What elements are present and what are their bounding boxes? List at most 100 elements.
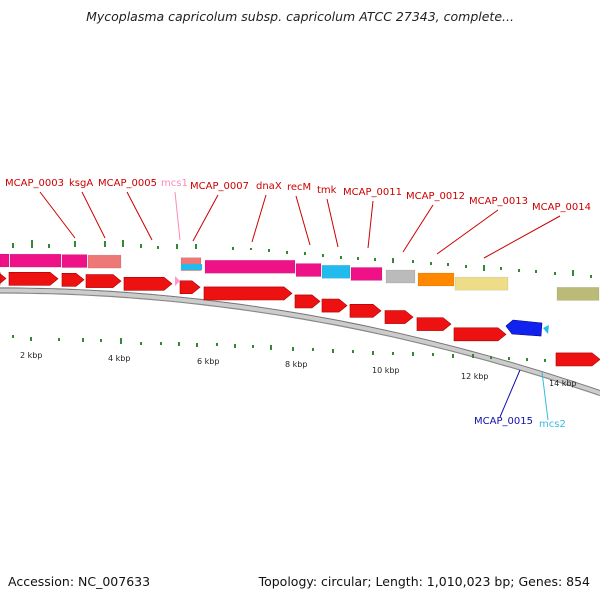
gc-tick-bottom [216,343,218,346]
cds-forward-arrow [321,298,348,313]
cds-forward-arrow [8,271,59,286]
cds-forward-arrow [294,294,321,309]
gc-tick-top [157,246,159,249]
gc-tick-top [465,265,467,268]
gc-tick-top [483,265,485,271]
gc-tick-top [140,244,142,248]
gc-tick-bottom [292,347,294,351]
gene-label-leader [39,191,76,239]
feature-tracks [0,253,600,367]
gc-tick-top [31,240,33,248]
gc-tick-top [232,247,234,250]
gene-class-block [9,253,62,268]
gene-label-leader [436,209,499,255]
gc-tick-top [412,260,414,263]
gene-label-leader [367,200,374,249]
gene-labels: MCAP_0003 ksgA MCAP_0005 mcs1 MCAP_0007 dnaX r… [5,178,591,430]
gc-tick-bottom [490,356,492,359]
gene-class-block [350,267,383,281]
gene-class-block [0,253,10,268]
gene-class-block [417,272,455,287]
gene-class-block [61,254,88,268]
cds-forward-arrow [384,310,414,324]
gene-label: dnaX [256,181,282,192]
gc-tick-bottom [332,349,334,353]
gene-class-block [295,263,322,277]
gc-tick-bottom [544,359,546,362]
backbone-line-outer [0,287,600,392]
gc-tick-top [572,270,574,276]
gene-label: tmk [317,185,337,196]
gc-tick-bottom [160,342,162,345]
gc-tick-top [357,257,359,260]
gc-tick-bottom [252,345,254,348]
scale-label: 12 kbp [461,372,489,381]
gc-tick-top [304,252,306,255]
gc-tick-bottom [234,344,236,348]
gc-tick-top [535,270,537,273]
gene-label-leader [483,215,561,259]
misc-feature-marker [175,276,180,286]
gene-class-block [321,265,351,279]
gc-tick-top [500,267,502,270]
gene-label: MCAP_0015 [474,416,533,427]
gc-tick-bottom [392,352,394,355]
gc-tick-top [374,258,376,261]
gene-label-leader [192,194,219,242]
gc-tick-bottom [452,354,454,358]
cds-forward-arrow [349,304,382,318]
gc-tick-top [122,240,124,247]
gene-label-leader [499,369,521,418]
scale-labels: 2 kbp 4 kbp 6 kbp 8 kbp 10 kbp 12 kbp 14 kbp [20,351,577,388]
scale-label: 8 kbp [285,360,307,369]
gene-label: MCAP_0012 [406,191,465,202]
gc-tick-top [518,269,520,272]
accession-text: Accession: NC_007633 [8,574,151,589]
scale-label: 10 kbp [372,366,400,375]
gc-tick-top [268,249,270,252]
gene-label-leader [251,194,267,243]
gene-label-leader [174,191,181,241]
cds-forward-arrow [179,280,201,295]
gc-tick-top [104,241,106,247]
gc-tick-bottom [178,342,180,346]
gc-tick-bottom [472,354,474,358]
gc-tick-top [12,243,14,248]
gene-label: MCAP_0007 [190,181,249,192]
gc-tick-bottom [12,335,14,338]
gene-label: ksgA [69,178,93,189]
gc-tick-bottom [58,338,60,341]
gene-label-leader [126,191,153,241]
gc-tick-top [74,241,76,247]
gc-tick-bottom [412,352,414,356]
gene-label: MCAP_0003 [5,178,64,189]
gc-tick-bottom [82,338,84,342]
genome-summary-text: Topology: circular; Length: 1,010,023 bp… [258,574,590,589]
gc-tick-bottom [120,338,122,344]
cds-forward-arrow [453,327,507,342]
cds-forward-arrow [61,272,85,287]
gc-tick-bottom [372,351,374,355]
gc-tick-top [392,258,394,263]
gene-label: recM [287,182,311,193]
scale-label: 4 kbp [108,354,130,363]
gc-tick-top [195,244,197,249]
gene-class-block [181,264,202,270]
gene-class-block [454,276,509,291]
gc-tick-bottom [196,343,198,347]
scale-label: 2 kbp [20,351,42,360]
cds-forward-arrow [203,286,293,301]
gc-tick-bottom [30,337,32,341]
gc-tick-bottom [312,348,314,351]
gc-tick-bottom [526,358,528,361]
gc-tick-top [447,263,449,266]
cds-reverse-arrow [505,319,543,337]
gene-label-leader [326,198,339,248]
gc-tick-top [554,272,556,275]
gc-tick-top [286,251,288,254]
map-title: Mycoplasma capricolum subsp. capricolum … [86,9,514,24]
scale-label: 6 kbp [197,357,219,366]
gene-class-block [385,269,416,284]
